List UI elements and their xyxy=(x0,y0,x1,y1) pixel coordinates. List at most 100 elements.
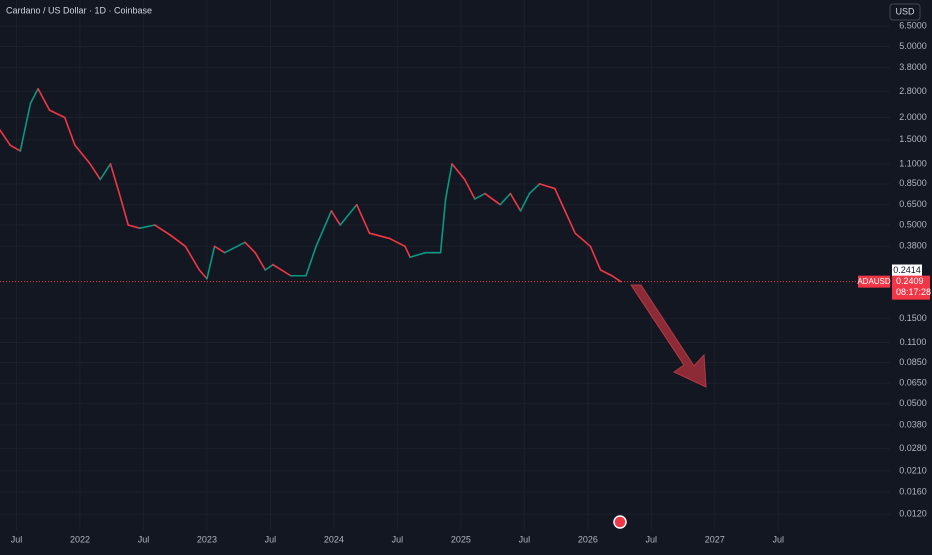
price-segment xyxy=(198,269,208,280)
price-segment xyxy=(409,251,427,259)
price-segment xyxy=(451,163,466,181)
price-segment xyxy=(439,198,447,254)
x-tick-label: Jul xyxy=(138,534,150,544)
y-tick-label: 0.6500 xyxy=(899,199,927,209)
y-tick-label: 0.8500 xyxy=(899,178,927,188)
price-segment xyxy=(272,263,292,277)
high-marker-box xyxy=(892,264,922,277)
y-tick-label: 0.1100 xyxy=(900,337,927,347)
price-segment xyxy=(37,87,51,111)
currency[interactable]: USD xyxy=(895,6,915,16)
price-segment xyxy=(315,210,333,248)
price-segment xyxy=(264,263,274,271)
y-tick-label: 0.0650 xyxy=(899,378,927,388)
price-segment xyxy=(89,163,102,181)
price-segment xyxy=(74,144,91,165)
price-segment xyxy=(509,192,522,212)
price-segment xyxy=(339,203,358,226)
price-segment xyxy=(554,187,566,212)
y-tick-label: 0.0380 xyxy=(899,419,927,429)
x-tick-label: 2025 xyxy=(451,534,471,544)
y-tick-label: 0.1500 xyxy=(899,313,927,323)
price-segment xyxy=(538,183,556,190)
y-tick-label: 0.0850 xyxy=(899,357,927,367)
price-segment xyxy=(589,245,602,271)
x-tick-label: Jul xyxy=(392,534,404,544)
y-tick-label: 1.1000 xyxy=(899,158,927,168)
y-tick-label: 6.5000 xyxy=(899,20,927,30)
price-segment xyxy=(127,224,141,229)
price-segment xyxy=(330,210,342,226)
price-segment xyxy=(206,245,216,280)
price-segment xyxy=(474,192,486,200)
price-segment xyxy=(611,274,622,283)
price-segment xyxy=(154,224,171,236)
y-tick-label: 0.3800 xyxy=(899,241,927,251)
currency-box[interactable] xyxy=(889,3,921,21)
price-segment xyxy=(223,241,246,254)
y-tick-label: 2.8000 xyxy=(899,86,927,96)
y-tick-label: 2.0000 xyxy=(899,112,927,122)
x-tick-label: Jul xyxy=(265,534,277,544)
event-icon xyxy=(613,515,627,529)
last-price-box xyxy=(892,275,930,300)
price-segment xyxy=(169,234,187,248)
price-segment xyxy=(463,178,476,200)
y-tick-label: 0.0210 xyxy=(899,465,927,475)
price-segment xyxy=(355,203,371,234)
price-segment xyxy=(184,245,201,271)
price-series xyxy=(0,87,622,283)
price-segment xyxy=(99,163,112,181)
y-tick-label: 0.0280 xyxy=(899,443,927,453)
price-segment xyxy=(574,232,592,248)
price-segment xyxy=(388,237,406,248)
price-segment xyxy=(29,87,39,105)
x-tick-label: 2024 xyxy=(324,534,344,544)
price-segment xyxy=(213,245,226,254)
price-segment xyxy=(528,183,541,195)
price-segment xyxy=(599,269,613,277)
price-segment xyxy=(109,163,121,195)
price-segment xyxy=(63,116,76,146)
y-tick-label: 3.8000 xyxy=(899,62,927,72)
price-segment xyxy=(118,192,130,226)
price-segment xyxy=(9,144,22,152)
price-segment xyxy=(404,245,411,259)
price-segment xyxy=(519,192,531,212)
chart-title: Cardano / US Dollar · 1D · Coinbase xyxy=(6,5,152,15)
y-tick-label: 0.5000 xyxy=(899,219,927,229)
high-marker-label: 0.2414 xyxy=(893,265,921,275)
x-tick-label: Jul xyxy=(646,534,658,544)
y-tick-label: 0.0500 xyxy=(899,398,927,408)
x-tick-label: 2023 xyxy=(197,534,217,544)
y-tick-label: 1.5000 xyxy=(899,134,927,144)
price-segment xyxy=(0,129,11,146)
price-segment xyxy=(244,241,256,254)
y-tick-label: 5.0000 xyxy=(899,41,927,51)
grid xyxy=(0,0,890,530)
y-tick-label: 0.0120 xyxy=(899,509,927,519)
price-segment xyxy=(484,192,502,206)
symbol-label: ADAUSD xyxy=(857,277,891,286)
price-segment xyxy=(254,251,267,271)
price-segment xyxy=(564,210,576,234)
x-tick-label: Jul xyxy=(773,534,785,544)
price-segment xyxy=(305,245,317,277)
x-tick-label: Jul xyxy=(11,534,23,544)
down-arrow xyxy=(630,284,707,388)
price-segment xyxy=(138,224,156,229)
last-price-label: 0.2409 xyxy=(896,276,924,286)
price-segment xyxy=(48,109,66,119)
x-tick-label: Jul xyxy=(519,534,531,544)
x-tick-label: 2026 xyxy=(578,534,598,544)
price-segment xyxy=(444,163,453,200)
x-tick-label: 2022 xyxy=(70,534,90,544)
price-segment xyxy=(499,192,512,206)
countdown: 08:17:28 xyxy=(896,287,931,297)
symbol-box xyxy=(858,275,890,288)
price-segment xyxy=(19,102,32,152)
x-tick-label: 2027 xyxy=(705,534,725,544)
price-segment xyxy=(368,232,391,240)
